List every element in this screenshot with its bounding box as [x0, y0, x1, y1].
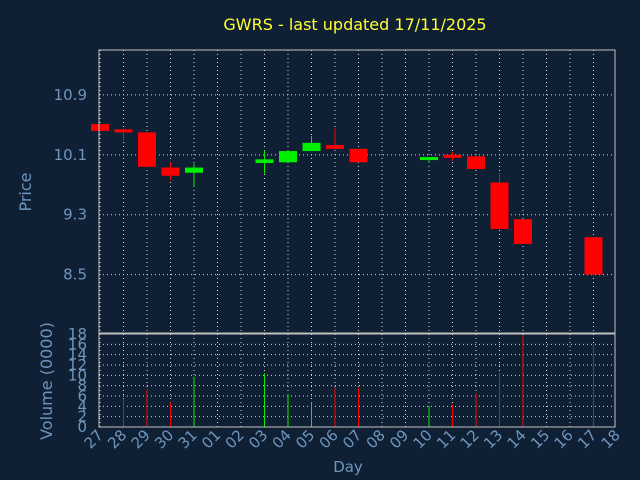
volume-y-tick-label: 8 [77, 377, 87, 395]
volume-bars [123, 335, 594, 427]
volume-y-tick-label: 0 [77, 418, 87, 436]
volume-y-tick-label: 14 [68, 346, 87, 364]
price-y-tick-label: 10.1 [54, 146, 87, 164]
volume-grid [99, 333, 615, 428]
candles [91, 124, 603, 275]
x-tick-label: 03 [245, 426, 271, 452]
x-ticks: 2728293031010203040506070809101112131415… [81, 426, 624, 452]
x-tick-label: 16 [551, 426, 577, 452]
price-axis-label: Price [16, 172, 35, 211]
candle-body [490, 182, 509, 229]
candle [91, 124, 109, 131]
candle [185, 163, 203, 188]
x-tick-label: 11 [433, 426, 459, 452]
price-y-tick-label: 8.5 [63, 266, 87, 284]
x-tick-label: 07 [339, 426, 365, 452]
candle-body [91, 124, 109, 131]
candle [514, 219, 532, 244]
x-tick-label: 05 [292, 426, 318, 452]
candle-body [302, 142, 321, 152]
x-tick-label: 10 [410, 426, 436, 452]
volume-panel-frame [98, 333, 616, 428]
candle-body [349, 148, 368, 163]
volume-y-tick-label: 6 [77, 387, 87, 405]
x-tick-label: 08 [363, 426, 389, 452]
x-tick-label: 09 [386, 426, 412, 452]
candle [138, 132, 156, 167]
x-tick-label: 31 [175, 426, 201, 452]
price-grid [99, 50, 615, 333]
x-tick-label: 18 [598, 426, 624, 452]
candle [161, 162, 180, 181]
x-tick-label: 01 [198, 426, 224, 452]
price-y-tick-label: 9.3 [63, 206, 87, 224]
candle [584, 237, 603, 275]
candle-body [326, 145, 344, 149]
candle [255, 150, 274, 174]
volume-y-tick-label: 12 [68, 356, 87, 374]
candle-body [161, 167, 180, 176]
x-tick-label: 15 [527, 426, 553, 452]
x-tick-label: 02 [222, 426, 248, 452]
x-tick-label: 13 [480, 426, 506, 452]
candle-body [420, 157, 438, 161]
price-panel-frame [98, 49, 616, 334]
price-y-ticks: 10.9 10.1 9.3 8.5 [54, 86, 87, 284]
x-tick-label: 14 [504, 426, 530, 452]
x-tick-label: 30 [151, 426, 177, 452]
candle [114, 128, 133, 141]
price-y-tick-label: 10.9 [54, 86, 87, 104]
candle [302, 136, 321, 152]
candle-body [443, 154, 462, 158]
x-tick-label: 29 [128, 426, 154, 452]
volume-y-tick-label: 18 [68, 325, 87, 343]
candle [326, 128, 344, 149]
candle [467, 156, 485, 170]
candle [490, 172, 509, 229]
chart-title: GWRS - last updated 17/11/2025 [223, 15, 486, 34]
candle-body [514, 219, 532, 244]
candle-body [255, 159, 274, 164]
x-tick-label: 12 [457, 426, 483, 452]
candle-body [584, 237, 603, 275]
volume-y-tick-label: 16 [68, 335, 87, 353]
x-tick-label: 06 [316, 426, 342, 452]
candle-body [138, 132, 156, 167]
volume-y-tick-label: 2 [77, 408, 87, 426]
candle [443, 151, 462, 161]
x-axis-label: Day [333, 458, 363, 476]
candle [279, 150, 297, 163]
x-tick-label: 04 [269, 426, 295, 452]
candle [420, 157, 438, 164]
x-tick-label: 17 [574, 426, 600, 452]
volume-axis-label: Volume (0000) [37, 322, 56, 440]
volume-y-tick-label: 4 [77, 397, 87, 415]
candle-body [279, 151, 297, 163]
candle-body [467, 156, 485, 170]
candle [349, 148, 368, 163]
candle-body [185, 167, 203, 173]
x-tick-label: 28 [104, 426, 130, 452]
volume-y-tick-label: 10 [68, 366, 87, 384]
candle-body [114, 129, 133, 133]
